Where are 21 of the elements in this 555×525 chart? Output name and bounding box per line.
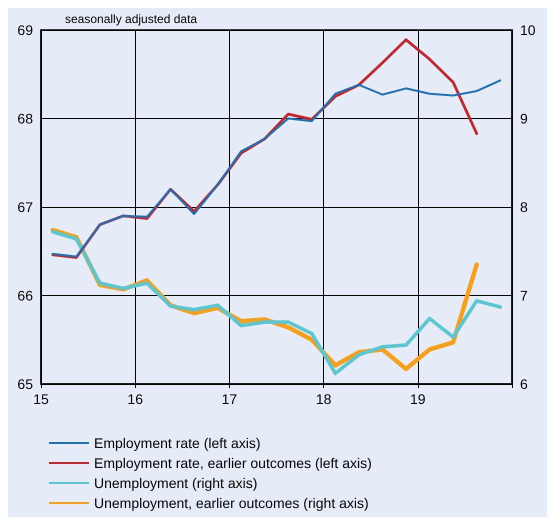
- y2-tick-label: 8: [520, 199, 528, 215]
- x-tick-label: 16: [127, 391, 144, 407]
- y2-tick-label: 7: [520, 288, 528, 304]
- y2-tick-label: 6: [520, 376, 528, 392]
- y-tick-label: 66: [17, 288, 34, 304]
- x-tick-label: 15: [33, 391, 49, 407]
- y-tick-label: 69: [17, 22, 34, 38]
- y2-tick-label: 10: [520, 22, 536, 38]
- y2-tick-label: 9: [520, 110, 528, 126]
- legend-label: Employment rate (left axis): [94, 435, 260, 451]
- y-tick-label: 68: [17, 110, 34, 126]
- line-series: [52, 79, 502, 258]
- y-tick-label: 67: [17, 199, 34, 215]
- x-tick-label: 17: [222, 391, 238, 407]
- x-tick-label: 18: [316, 391, 332, 407]
- y-tick-label: 65: [17, 376, 34, 392]
- chart-subtitle: seasonally adjusted data: [65, 12, 198, 26]
- legend-label: Unemployment (right axis): [94, 475, 258, 491]
- x-tick-label: 19: [410, 391, 426, 407]
- legend-label: Unemployment, earlier outcomes (right axis): [94, 495, 369, 511]
- legend-label: Employment rate, earlier outcomes (left axis): [94, 455, 372, 471]
